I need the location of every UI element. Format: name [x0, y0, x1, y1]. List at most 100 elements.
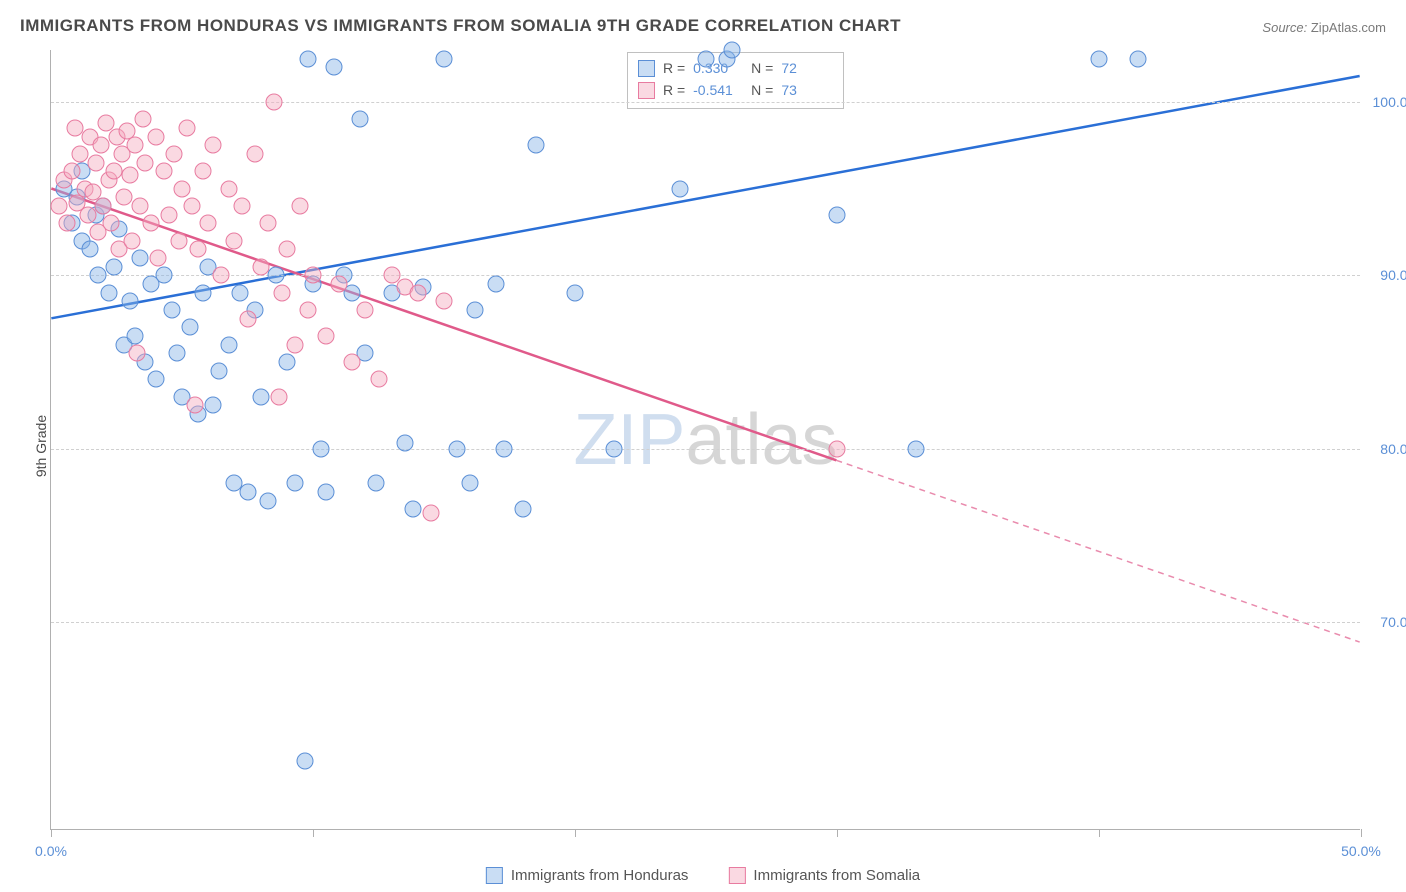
scatter-point-somalia	[87, 154, 104, 171]
n-value-honduras: 72	[781, 57, 831, 79]
scatter-point-honduras	[181, 319, 198, 336]
scatter-point-honduras	[299, 50, 316, 67]
swatch-pink-icon	[638, 82, 655, 99]
scatter-point-somalia	[142, 215, 159, 232]
scatter-point-honduras	[698, 50, 715, 67]
gridline	[51, 622, 1360, 623]
gridline	[51, 102, 1360, 103]
r-label: R =	[663, 57, 685, 79]
swatch-blue-icon	[486, 867, 503, 884]
scatter-point-somalia	[247, 146, 264, 163]
scatter-point-somalia	[63, 163, 80, 180]
watermark-part1: ZIP	[573, 400, 685, 480]
legend-label-honduras: Immigrants from Honduras	[511, 867, 689, 884]
scatter-point-somalia	[265, 94, 282, 111]
scatter-point-somalia	[357, 302, 374, 319]
scatter-point-somalia	[213, 267, 230, 284]
scatter-point-honduras	[1130, 50, 1147, 67]
scatter-point-honduras	[132, 250, 149, 267]
x-tick	[313, 829, 314, 837]
scatter-point-somalia	[409, 284, 426, 301]
r-value-somalia: -0.541	[693, 79, 743, 101]
scatter-plot: ZIPatlas R = 0.330 N = 72 R = -0.541 N =…	[50, 50, 1360, 830]
scatter-point-somalia	[66, 120, 83, 137]
scatter-point-honduras	[367, 475, 384, 492]
correlation-stats-box: R = 0.330 N = 72 R = -0.541 N = 73	[627, 52, 844, 109]
scatter-point-somalia	[436, 293, 453, 310]
gridline	[51, 275, 1360, 276]
x-tick	[837, 829, 838, 837]
scatter-point-honduras	[100, 284, 117, 301]
source-label: Source:	[1262, 20, 1307, 35]
swatch-blue-icon	[638, 60, 655, 77]
scatter-point-honduras	[126, 328, 143, 345]
y-tick-label: 80.0%	[1365, 441, 1406, 457]
scatter-point-somalia	[147, 128, 164, 145]
scatter-point-honduras	[168, 345, 185, 362]
scatter-point-honduras	[467, 302, 484, 319]
scatter-point-honduras	[567, 284, 584, 301]
scatter-point-somalia	[121, 166, 138, 183]
scatter-point-somalia	[92, 137, 109, 154]
scatter-point-honduras	[907, 440, 924, 457]
scatter-point-somalia	[126, 137, 143, 154]
scatter-point-honduras	[496, 440, 513, 457]
scatter-point-honduras	[155, 267, 172, 284]
trend-lines-svg	[51, 50, 1360, 829]
scatter-point-honduras	[312, 440, 329, 457]
trend-line-honduras	[51, 76, 1359, 318]
scatter-point-honduras	[268, 267, 285, 284]
scatter-point-honduras	[205, 397, 222, 414]
scatter-point-somalia	[189, 241, 206, 258]
scatter-point-somalia	[134, 111, 151, 128]
swatch-pink-icon	[728, 867, 745, 884]
scatter-point-somalia	[187, 397, 204, 414]
scatter-point-honduras	[396, 435, 413, 452]
scatter-point-honduras	[194, 284, 211, 301]
scatter-point-honduras	[671, 180, 688, 197]
x-tick	[575, 829, 576, 837]
scatter-point-honduras	[829, 206, 846, 223]
y-axis-label: 9th Grade	[33, 415, 49, 477]
scatter-point-somalia	[305, 267, 322, 284]
scatter-point-somalia	[179, 120, 196, 137]
scatter-point-honduras	[252, 388, 269, 405]
scatter-point-honduras	[90, 267, 107, 284]
y-tick-label: 70.0%	[1365, 614, 1406, 630]
scatter-point-somalia	[58, 215, 75, 232]
trend-line-somalia	[51, 188, 836, 460]
scatter-point-honduras	[286, 475, 303, 492]
scatter-point-somalia	[171, 232, 188, 249]
x-tick	[1361, 829, 1362, 837]
scatter-point-honduras	[404, 501, 421, 518]
scatter-point-somalia	[221, 180, 238, 197]
scatter-point-somalia	[239, 310, 256, 327]
scatter-point-somalia	[299, 302, 316, 319]
r-label: R =	[663, 79, 685, 101]
legend-item-honduras: Immigrants from Honduras	[486, 867, 689, 884]
scatter-point-somalia	[291, 198, 308, 215]
legend-label-somalia: Immigrants from Somalia	[753, 867, 920, 884]
n-label: N =	[751, 57, 773, 79]
n-label: N =	[751, 79, 773, 101]
scatter-point-somalia	[116, 189, 133, 206]
scatter-point-honduras	[724, 42, 741, 59]
scatter-point-somalia	[273, 284, 290, 301]
legend-item-somalia: Immigrants from Somalia	[728, 867, 920, 884]
scatter-point-somalia	[226, 232, 243, 249]
scatter-point-somalia	[422, 504, 439, 521]
scatter-point-honduras	[221, 336, 238, 353]
scatter-point-somalia	[194, 163, 211, 180]
scatter-point-somalia	[150, 250, 167, 267]
scatter-point-honduras	[231, 284, 248, 301]
chart-title: IMMIGRANTS FROM HONDURAS VS IMMIGRANTS F…	[20, 16, 901, 36]
scatter-point-somalia	[829, 440, 846, 457]
scatter-point-honduras	[297, 752, 314, 769]
scatter-point-somalia	[370, 371, 387, 388]
scatter-point-honduras	[260, 492, 277, 509]
scatter-point-somalia	[344, 354, 361, 371]
scatter-point-somalia	[184, 198, 201, 215]
scatter-point-honduras	[239, 484, 256, 501]
scatter-point-somalia	[137, 154, 154, 171]
x-tick	[51, 829, 52, 837]
